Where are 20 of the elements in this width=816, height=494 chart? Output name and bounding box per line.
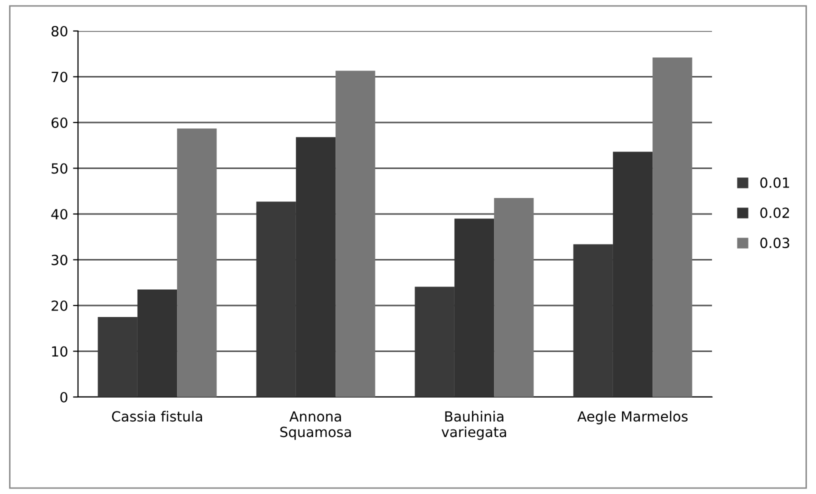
bar [336, 70, 376, 397]
legend-label: 0.01 [760, 177, 790, 188]
bar [177, 128, 217, 397]
x-tick-label: Aegle Marmelos [577, 410, 688, 424]
y-tick-label: 70 [52, 72, 68, 82]
bar [494, 198, 534, 397]
legend-label: 0.02 [760, 208, 789, 218]
y-tick-label: 0 [60, 392, 68, 402]
y-tick-label: 60 [52, 117, 68, 128]
y-tick-label: 50 [52, 163, 68, 174]
y-tick-label: 40 [51, 208, 68, 220]
y-tick-label: 10 [52, 346, 68, 357]
y-tick-label: 80 [52, 26, 68, 36]
y-tick-label: 30 [52, 254, 68, 266]
x-tick-label: Bauhinia variegata [442, 410, 506, 440]
legend-label: 0.03 [760, 238, 790, 248]
x-tick-label: Annona Squamosa [280, 411, 351, 440]
bar [652, 58, 692, 397]
y-tick-label: 20 [52, 300, 68, 311]
x-tick-label: Cassia fistula [112, 410, 202, 422]
